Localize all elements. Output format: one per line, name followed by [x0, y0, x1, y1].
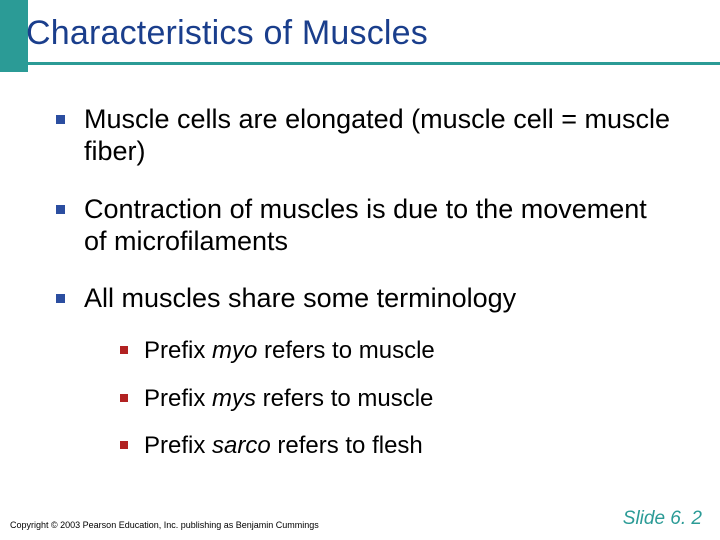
sub-bullet-item: Prefix mys refers to muscle [120, 385, 676, 413]
sub-bullet-prefix: Prefix [144, 432, 212, 459]
sub-bullet-item: Prefix sarco refers to flesh [120, 432, 676, 460]
bullet-text: Muscle cells are elongated (muscle cell … [84, 104, 670, 166]
sub-bullet-italic: mys [212, 385, 256, 412]
bullet-list-level1: Muscle cells are elongated (muscle cell … [54, 104, 676, 460]
sub-bullet-prefix: Prefix [144, 337, 212, 364]
slide-title: Characteristics of Muscles [26, 14, 720, 53]
slide-container: Characteristics of Muscles Muscle cells … [0, 0, 720, 540]
sub-bullet-rest: refers to muscle [257, 337, 434, 364]
footer-copyright: Copyright © 2003 Pearson Education, Inc.… [10, 520, 319, 530]
bullet-list-level2: Prefix myo refers to muscle Prefix mys r… [84, 337, 676, 460]
sub-bullet-rest: refers to flesh [271, 432, 423, 459]
sub-bullet-rest: refers to muscle [256, 385, 433, 412]
sub-bullet-item: Prefix myo refers to muscle [120, 337, 676, 365]
sub-bullet-prefix: Prefix [144, 385, 212, 412]
body-region: Muscle cells are elongated (muscle cell … [0, 82, 720, 460]
bullet-item: All muscles share some terminology Prefi… [54, 283, 676, 460]
sub-bullet-italic: myo [212, 337, 257, 364]
sub-bullet-italic: sarco [212, 432, 271, 459]
title-underline [0, 62, 720, 65]
title-region: Characteristics of Muscles [0, 0, 720, 82]
bullet-item: Muscle cells are elongated (muscle cell … [54, 104, 676, 168]
bullet-text: All muscles share some terminology [84, 283, 516, 313]
bullet-text: Contraction of muscles is due to the mov… [84, 194, 647, 256]
footer-slide-number: Slide 6. 2 [623, 508, 702, 530]
bullet-item: Contraction of muscles is due to the mov… [54, 194, 676, 258]
